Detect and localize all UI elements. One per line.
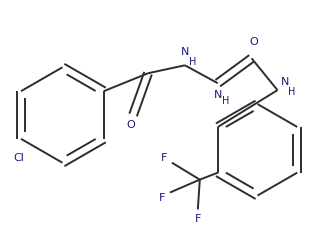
Text: Cl: Cl [14, 153, 24, 163]
Text: F: F [161, 153, 167, 163]
Text: N: N [214, 90, 222, 100]
Text: H: H [288, 87, 295, 97]
Text: H: H [222, 96, 230, 106]
Text: N: N [181, 47, 189, 57]
Text: O: O [249, 37, 258, 47]
Text: F: F [195, 214, 201, 224]
Text: O: O [127, 120, 135, 130]
Text: N: N [281, 77, 290, 87]
Text: F: F [159, 192, 165, 203]
Text: H: H [189, 57, 197, 67]
